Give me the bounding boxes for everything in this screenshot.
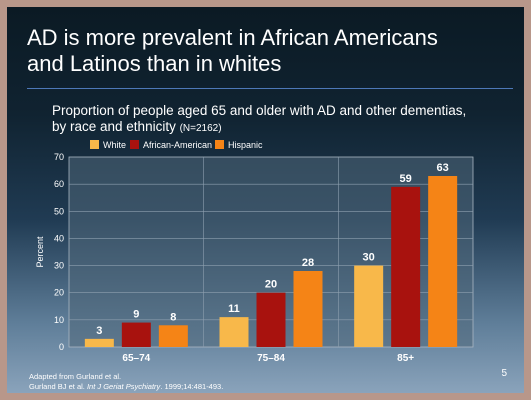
bar-layer: 3 9 8 11 20 28 30 59 63 bbox=[84, 162, 458, 347]
y-tick-label: 40 bbox=[54, 233, 64, 243]
bar bbox=[354, 265, 384, 347]
y-tick-label: 50 bbox=[54, 206, 64, 216]
bar bbox=[293, 271, 323, 347]
bar bbox=[84, 338, 114, 347]
citation-authors: Gurland BJ et al. bbox=[29, 382, 87, 391]
legend-label: Hispanic bbox=[228, 140, 263, 150]
bar-value-label: 3 bbox=[96, 325, 102, 337]
bar bbox=[219, 317, 249, 347]
legend-swatch bbox=[215, 140, 224, 149]
citation-journal: Int J Geriat Psychiatry bbox=[86, 382, 161, 391]
bar bbox=[428, 176, 458, 347]
sample-size-note: (N=2162) bbox=[179, 123, 222, 134]
x-category-label: 65–74 bbox=[122, 353, 150, 364]
bar-value-label: 30 bbox=[363, 252, 375, 264]
chart-subtitle: Proportion of people aged 65 and older w… bbox=[52, 103, 512, 137]
axis-layer: 0 10 20 30 40 50 60 70 Percent 65–74 75–84 85+ bbox=[35, 152, 414, 364]
citation-details: . 1999;14:481-493. bbox=[160, 382, 224, 391]
slide: AD is more prevalent in African American… bbox=[7, 7, 524, 393]
x-category-label: 75–84 bbox=[257, 353, 285, 364]
bar bbox=[391, 186, 421, 347]
bar-value-label: 28 bbox=[302, 257, 314, 269]
bar-chart: 0 10 20 30 40 50 60 70 Percent 65–74 75–84 85+ 3 9 8 1… bbox=[35, 140, 474, 364]
y-tick-label: 60 bbox=[54, 179, 64, 189]
y-tick-label: 70 bbox=[54, 152, 64, 162]
legend-label: African-American bbox=[143, 140, 212, 150]
footnote-citation: Gurland BJ et al. Int J Geriat Psychiatr… bbox=[29, 382, 223, 391]
legend-swatch bbox=[90, 140, 99, 149]
y-tick-label: 0 bbox=[59, 342, 64, 352]
bar-value-label: 8 bbox=[170, 311, 176, 323]
bar bbox=[256, 292, 286, 347]
legend-swatch bbox=[130, 140, 139, 149]
x-category-label: 85+ bbox=[397, 353, 414, 364]
bar bbox=[158, 325, 188, 347]
bar bbox=[121, 322, 151, 347]
title-divider bbox=[27, 88, 513, 89]
y-tick-label: 30 bbox=[54, 261, 64, 271]
bar-value-label: 9 bbox=[133, 309, 139, 321]
bar-value-label: 20 bbox=[265, 279, 277, 291]
slide-title: AD is more prevalent in African American… bbox=[27, 25, 438, 76]
bar-value-label: 63 bbox=[437, 162, 449, 174]
y-axis-label: Percent bbox=[35, 236, 45, 268]
y-tick-label: 20 bbox=[54, 288, 64, 298]
legend-label: White bbox=[103, 140, 126, 150]
legend: White African-American Hispanic bbox=[90, 140, 263, 150]
slide-number: 5 bbox=[501, 368, 507, 379]
bar-value-label: 59 bbox=[400, 173, 412, 185]
footnote-source: Adapted from Gurland et al. bbox=[29, 372, 122, 381]
bar-value-label: 11 bbox=[228, 303, 240, 315]
y-tick-label: 10 bbox=[54, 315, 64, 325]
subtitle-text: Proportion of people aged 65 and older w… bbox=[52, 103, 467, 134]
